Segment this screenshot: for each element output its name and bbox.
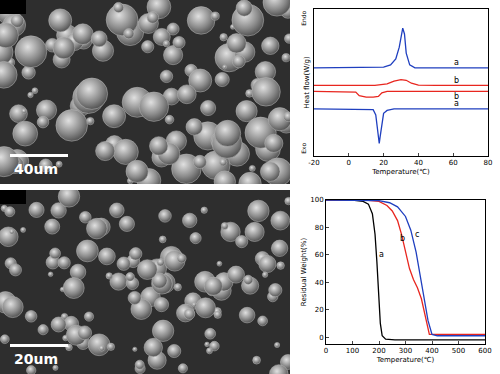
svg-text:Heat flow(W/g): Heat flow(W/g) <box>303 56 311 109</box>
svg-text:b: b <box>454 76 459 85</box>
svg-text:500: 500 <box>452 347 465 355</box>
svg-text:b: b <box>400 234 405 243</box>
svg-text:Exo: Exo <box>300 143 307 154</box>
svg-text:Residual Weight(%): Residual Weight(%) <box>300 238 308 307</box>
svg-text:60: 60 <box>315 251 324 259</box>
svg-text:100: 100 <box>310 196 323 204</box>
svg-text:40: 40 <box>414 159 423 167</box>
svg-text:400: 400 <box>425 347 438 355</box>
svg-text:100: 100 <box>346 347 359 355</box>
svg-text:80: 80 <box>315 224 324 232</box>
svg-text:Endo: Endo <box>300 10 307 25</box>
svg-text:c: c <box>415 230 419 239</box>
svg-text:0: 0 <box>324 347 328 355</box>
svg-text:0: 0 <box>347 159 351 167</box>
svg-text:-20: -20 <box>308 159 319 167</box>
svg-text:b: b <box>454 92 459 101</box>
svg-text:Temperature(℃): Temperature(℃) <box>371 168 430 176</box>
svg-text:Temperature(℃): Temperature(℃) <box>376 356 435 364</box>
svg-text:40: 40 <box>315 279 324 287</box>
svg-text:0: 0 <box>319 334 323 342</box>
svg-text:20: 20 <box>379 159 388 167</box>
svg-text:20: 20 <box>315 306 324 314</box>
svg-text:60: 60 <box>449 159 458 167</box>
svg-text:a: a <box>379 250 384 259</box>
svg-text:a: a <box>454 58 459 67</box>
svg-text:600: 600 <box>478 347 491 355</box>
svg-text:80: 80 <box>484 159 493 167</box>
svg-text:a: a <box>454 99 459 108</box>
svg-text:20um: 20um <box>14 351 58 367</box>
svg-text:300: 300 <box>399 347 412 355</box>
svg-text:40um: 40um <box>14 161 58 177</box>
svg-text:200: 200 <box>372 347 385 355</box>
